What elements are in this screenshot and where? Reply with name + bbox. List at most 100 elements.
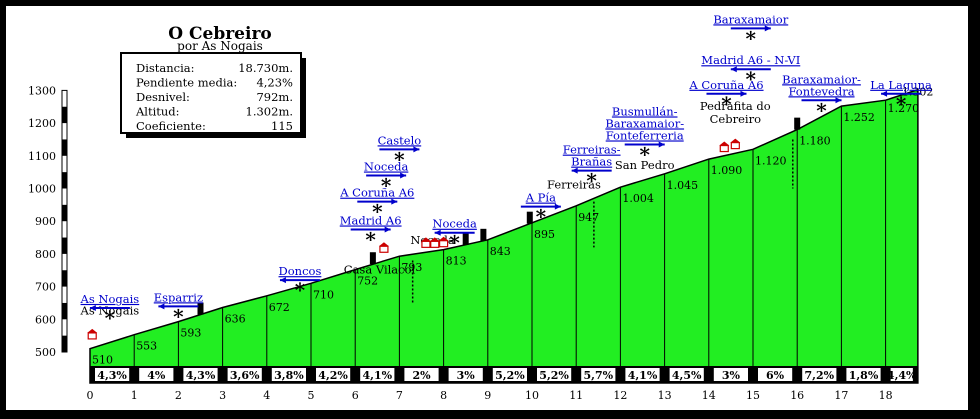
road-link-line: A Pía xyxy=(525,191,556,205)
gradient-box xyxy=(625,368,660,381)
junction-asterisk-icon: * xyxy=(639,142,650,166)
elevation-label: 1.120 xyxy=(755,154,787,167)
gradient-label: 3,6% xyxy=(230,369,260,382)
road-link-line: A Coruña A6 xyxy=(688,78,763,92)
x-tick-label: 18 xyxy=(879,389,893,402)
gradient-box xyxy=(95,368,130,381)
x-tick-label: 2 xyxy=(175,389,182,402)
junction-asterisk-icon: * xyxy=(295,278,306,302)
x-tick-label: 14 xyxy=(702,389,716,402)
house-icon xyxy=(730,142,740,150)
road-link-line: Fontevedra xyxy=(788,84,854,98)
y-tick-label: 700 xyxy=(35,281,56,294)
stats-box: Distancia: 18.730m.Pendiente media: 4,23% D… xyxy=(120,52,306,138)
elevation-label: 710 xyxy=(313,288,334,301)
junction-asterisk-icon: * xyxy=(394,147,405,171)
gradient-label: 4,1% xyxy=(363,369,393,382)
house-icon xyxy=(87,332,97,340)
elevation-label: 895 xyxy=(534,228,555,241)
road-link-label: Madrid A6 xyxy=(340,213,402,227)
gradient-label: 5,2% xyxy=(495,369,525,382)
house-roof-icon xyxy=(420,237,431,242)
y-axis-ruler-segment xyxy=(62,335,67,352)
junction-asterisk-icon: * xyxy=(816,98,827,122)
junction-marker xyxy=(794,117,801,130)
junction-asterisk-icon: * xyxy=(721,92,732,116)
gradient-label: 4,3% xyxy=(186,369,216,382)
road-link-label: A Coruña A6 xyxy=(688,78,763,92)
junction-marker xyxy=(462,232,469,245)
place-label-line: Pedrafita do xyxy=(700,99,771,113)
place-label: Casa Vilacol xyxy=(344,263,416,277)
road-link-label: A Coruña A6 xyxy=(339,186,414,200)
house-roof-icon xyxy=(429,237,440,242)
gradient-box xyxy=(404,368,439,381)
y-tick-label: 1200 xyxy=(28,117,56,130)
gradient-box xyxy=(139,368,174,381)
stats-box-panel xyxy=(120,52,302,134)
road-link-label: Noceda xyxy=(364,160,409,174)
road-link-label: Esparriz xyxy=(154,290,203,304)
road-link-arrowhead xyxy=(391,198,398,205)
road-links: As Nogais*Esparriz*Doncos*Madrid A6*A Co… xyxy=(80,12,932,330)
road-link-label: Baraxamaior-Fontevedra xyxy=(782,72,861,98)
house-roof-icon xyxy=(438,236,449,241)
gradient-box xyxy=(669,368,704,381)
road-link-line: Baraxamaior- xyxy=(782,72,861,86)
gradient-label: 4,4% xyxy=(887,369,917,382)
road-link-line: Fonteferreria xyxy=(606,128,684,142)
gradient-label: 1,8% xyxy=(849,369,879,382)
elevation-label: 752 xyxy=(357,275,378,288)
gradient-label: 4,1% xyxy=(628,369,658,382)
road-link-label: Ferreiras-Brañas xyxy=(563,143,621,169)
gradient-box xyxy=(758,368,793,381)
x-tick-label: 1 xyxy=(131,389,138,402)
y-axis-ruler-segment xyxy=(62,172,67,189)
x-tick-label: 17 xyxy=(834,389,848,402)
y-axis: 500 600 700 800 900 1000 1100 1200 1300 xyxy=(28,84,68,359)
road-link-line: Doncos xyxy=(279,264,322,278)
road-link-arrowhead xyxy=(658,141,665,148)
road-link-label: As Nogais xyxy=(80,292,140,306)
x-tick-label: 11 xyxy=(569,389,583,402)
road-link-line: Noceda xyxy=(364,160,409,174)
junction-marker xyxy=(197,302,204,315)
road-link-arrowhead xyxy=(881,90,888,97)
elevation-label: 1.252 xyxy=(843,111,875,124)
road-link-line: Baraxamaior- xyxy=(605,116,684,130)
gradient-label: 4,2% xyxy=(318,369,348,382)
road-link-label: A Pía xyxy=(525,191,556,205)
road-link-arrowhead xyxy=(554,203,561,210)
road-link-line: As Nogais xyxy=(80,292,140,306)
elevation-label: 1.004 xyxy=(622,192,654,205)
junction-asterisk-icon: * xyxy=(746,26,757,50)
road-link-arrowhead xyxy=(764,25,771,32)
stat-value: 115 xyxy=(271,119,293,133)
house-icon xyxy=(430,240,440,248)
elevation-label: 510 xyxy=(92,354,113,367)
house-icon xyxy=(439,240,449,248)
gradient-bar: 4,3% 4% 4,3% 3,6% 3,8% 4,2% 4,1% 2% 3% 5,2% 5,2% 5,… xyxy=(90,366,918,383)
gradient-label: 4% xyxy=(147,369,166,382)
stat-label: Coeficiente: xyxy=(136,119,206,133)
gradient-box xyxy=(227,368,262,381)
house-roof-icon xyxy=(730,138,741,143)
house-icon xyxy=(421,240,431,248)
y-axis-ruler-segment xyxy=(62,302,67,320)
road-link-arrowhead xyxy=(571,167,578,174)
road-link-line: Ferreiras- xyxy=(563,143,621,157)
elevation-label: 1.045 xyxy=(667,179,699,192)
road-link-line: Madrid A6 xyxy=(340,213,402,227)
elevation-label: 843 xyxy=(490,245,511,258)
y-tick-label: 1100 xyxy=(28,150,56,163)
elevation-label: 793 xyxy=(401,261,422,274)
road-link-arrowhead xyxy=(434,229,441,236)
stat-label: Pendiente media: xyxy=(136,76,237,90)
gradient-label: 7,2% xyxy=(805,369,835,382)
elevation-label: 593 xyxy=(180,327,201,340)
road-link-label: Madrid A6 - N-VI xyxy=(701,53,800,67)
elevation-label: 553 xyxy=(136,340,157,353)
stat-label: Altitud: xyxy=(135,105,180,119)
house-roof-icon xyxy=(378,242,389,247)
gradient-label: 4,5% xyxy=(672,369,702,382)
